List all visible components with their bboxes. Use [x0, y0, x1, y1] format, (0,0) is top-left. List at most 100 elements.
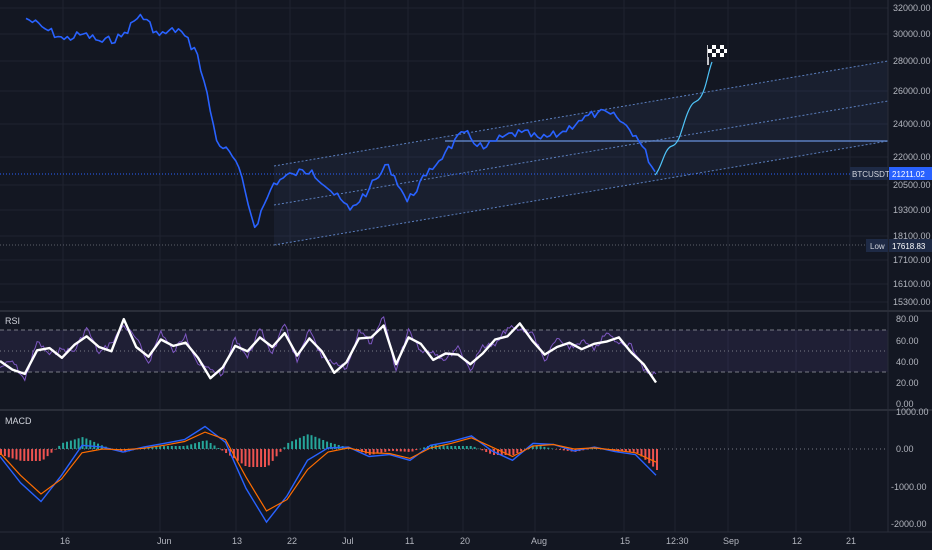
macd-histogram-bar — [3, 449, 6, 457]
macd-histogram-bar — [442, 445, 445, 449]
macd-histogram-bar — [302, 436, 305, 449]
macd-histogram-bar — [295, 439, 297, 449]
macd-histogram-bar — [0, 449, 2, 455]
macd-histogram-bar — [652, 449, 655, 467]
time-tick: 13 — [232, 536, 242, 546]
macd-histogram-bar — [380, 449, 383, 453]
macd-histogram-bar — [411, 449, 414, 452]
macd-histogram-bar — [648, 449, 651, 464]
macd-histogram-bar — [42, 449, 45, 460]
time-tick: Jun — [157, 536, 172, 546]
macd-histogram-bar — [159, 446, 162, 449]
macd-histogram-bar — [275, 449, 278, 457]
macd-histogram-bar — [163, 446, 165, 449]
price-pane[interactable] — [0, 13, 889, 246]
macd-histogram-bar — [384, 449, 387, 452]
macd-histogram-bar — [516, 449, 519, 454]
macd-histogram-bar — [504, 449, 507, 455]
macd-histogram-bar — [182, 446, 185, 449]
macd-line — [0, 425, 657, 524]
macd-tick: 1000.00 — [896, 407, 929, 417]
time-scale[interactable]: 16 Jun 13 22 Jul 11 20 Aug 15 12:30 Sep … — [60, 536, 856, 546]
macd-histogram-bar — [656, 449, 658, 470]
macd-histogram-bar — [481, 449, 484, 451]
macd-histogram-bar — [31, 449, 34, 461]
macd-histogram-bar — [644, 449, 647, 460]
symbol-price-tag[interactable]: BTCUSDT 21211.02 — [850, 167, 932, 180]
macd-histogram-bar — [624, 449, 627, 452]
macd-tick: -1000.00 — [891, 482, 927, 492]
macd-histogram-bar — [419, 448, 422, 450]
macd-histogram-bar — [54, 449, 57, 450]
price-tick: 24000.00 — [893, 119, 931, 129]
macd-histogram-bar — [267, 449, 270, 466]
time-tick: 15 — [620, 536, 630, 546]
macd-histogram-bar — [155, 446, 158, 449]
macd-histogram-bar — [423, 447, 426, 449]
macd-histogram-bar — [399, 449, 402, 452]
macd-histogram-bar — [166, 446, 169, 449]
macd-title: MACD — [5, 416, 32, 426]
macd-histogram-bar — [368, 449, 371, 455]
low-price-tag[interactable]: Low 17618.83 — [866, 239, 932, 252]
macd-tick: 0.00 — [896, 444, 914, 454]
macd-histogram-bar — [50, 449, 53, 453]
macd-histogram-bar — [283, 447, 286, 449]
macd-histogram-bar — [252, 449, 255, 467]
macd-histogram-bar — [248, 449, 251, 467]
macd-histogram-bar — [279, 449, 282, 452]
macd-histogram-bar — [430, 444, 433, 449]
time-tick: 12 — [792, 536, 802, 546]
macd-histogram-bar — [535, 445, 538, 449]
macd-histogram-bar — [446, 445, 449, 449]
macd-pane[interactable]: MACD — [0, 416, 888, 524]
macd-histogram-bar — [395, 449, 398, 452]
macd-histogram-bar — [7, 449, 10, 458]
macd-histogram-bar — [454, 446, 457, 449]
macd-histogram-bar — [562, 449, 565, 451]
rsi-pane[interactable]: RSI — [0, 316, 888, 384]
macd-histogram-bar — [543, 446, 546, 449]
macd-histogram-bar — [198, 442, 200, 449]
macd-histogram-bar — [190, 444, 193, 449]
price-scale[interactable]: 32000.00 30000.00 28000.00 26000.00 2400… — [893, 3, 931, 307]
macd-histogram-bar — [306, 434, 309, 449]
projection-path[interactable] — [654, 61, 713, 176]
macd-histogram-bar — [628, 449, 631, 452]
macd-histogram-bar — [260, 449, 263, 467]
macd-histogram-bar — [539, 446, 542, 449]
macd-histogram-bar — [205, 440, 208, 449]
low-label: Low — [870, 242, 885, 251]
macd-histogram-bar — [551, 448, 554, 449]
last-price-value: 21211.02 — [892, 170, 925, 179]
rsi-tick: 40.00 — [896, 357, 919, 367]
macd-histogram-bar — [477, 448, 480, 450]
macd-histogram-bar — [62, 442, 65, 449]
macd-histogram-bar — [38, 449, 41, 461]
macd-histogram-bar — [508, 449, 511, 455]
checkered-flag-icon[interactable] — [707, 45, 727, 65]
macd-histogram-bar — [450, 446, 453, 449]
price-tick: 26000.00 — [893, 86, 931, 96]
macd-tick: -2000.00 — [891, 519, 927, 529]
macd-histogram-bar — [489, 449, 492, 454]
macd-histogram-bar — [287, 442, 290, 449]
low-value: 17618.83 — [892, 242, 926, 251]
macd-histogram-bar — [178, 446, 181, 449]
macd-scale[interactable]: 1000.00 0.00 -1000.00 -2000.00 — [891, 407, 929, 529]
macd-histogram-bar — [310, 435, 313, 449]
macd-histogram-bar — [559, 449, 561, 450]
symbol-ticker: BTCUSDT — [852, 170, 890, 179]
macd-histogram-bar — [151, 446, 154, 449]
rsi-title: RSI — [5, 316, 20, 326]
macd-histogram-bar — [376, 449, 379, 454]
price-tick: 30000.00 — [893, 29, 931, 39]
time-tick: 16 — [60, 536, 70, 546]
macd-histogram-bar — [73, 439, 76, 449]
rsi-scale[interactable]: 80.00 60.00 40.00 20.00 0.00 — [896, 314, 919, 409]
macd-histogram-bar — [85, 438, 88, 449]
macd-histogram-bar — [531, 445, 534, 449]
macd-histogram-bar — [566, 449, 569, 451]
macd-histogram-bar — [485, 449, 488, 452]
